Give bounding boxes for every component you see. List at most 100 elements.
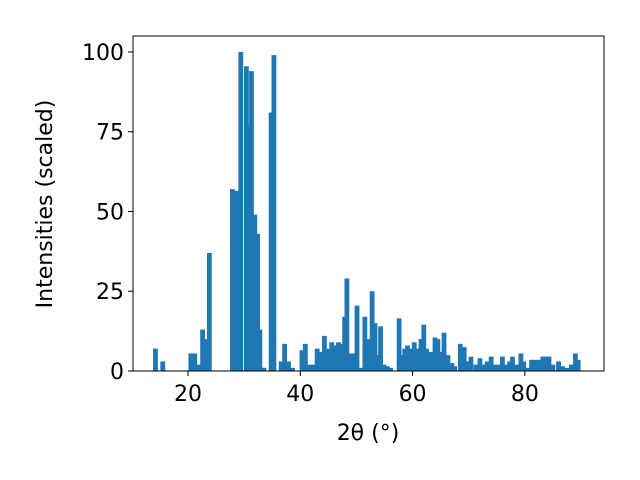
bar [348,353,354,371]
y-tick-label: 0 [110,360,124,385]
bar [286,361,291,371]
y-tick-label: 75 [96,121,124,146]
bar [369,291,375,371]
bar [428,351,433,371]
bar [540,356,546,371]
bar [329,342,335,371]
bar [238,51,244,371]
bar [396,318,402,371]
bar [572,353,578,371]
bar [405,345,410,371]
bar [282,343,287,371]
bar [529,359,534,371]
bar [302,343,308,371]
bar [362,316,368,371]
bar [257,329,263,371]
bar [233,190,239,371]
bar [384,366,390,371]
bar [314,348,320,371]
x-axis-label: 2θ (°) [337,421,400,446]
bar [249,71,254,371]
bar [441,332,447,371]
bar [365,339,371,371]
bar [407,348,413,371]
bar [525,367,531,371]
bar [322,335,327,371]
bar [468,356,474,371]
bar [457,343,463,371]
bar [375,355,381,371]
bar [536,359,542,371]
bar [481,364,487,371]
x-tick-label: 60 [399,382,427,407]
bar [518,353,524,371]
bar [318,351,323,371]
bar [452,366,458,371]
bar [560,366,565,371]
x-tick-label: 40 [286,382,314,407]
bar [546,356,552,371]
bar [556,361,561,371]
bar [261,367,267,371]
bar [492,364,498,371]
bar [255,233,261,371]
bar [445,355,451,371]
bar [188,353,194,371]
bar [521,361,527,371]
bar [336,342,341,371]
bar [418,339,424,371]
bar [532,359,538,371]
bar [461,347,467,371]
bar [388,367,394,371]
bar [206,252,212,371]
bar [344,278,350,371]
bar [507,361,513,371]
bar [299,350,305,371]
bar [229,189,235,371]
bar [160,361,166,371]
bar [435,339,441,371]
bar [196,364,202,371]
bar [449,363,455,371]
bar [503,364,509,371]
bar [378,326,383,371]
bar [473,364,479,371]
bar [510,356,515,371]
y-tick-label: 25 [96,280,124,305]
bar [569,364,574,371]
bar [203,339,209,371]
bar [290,367,295,371]
bar [421,324,427,371]
bar [339,343,345,371]
bar [399,355,405,371]
bar [332,345,338,371]
bar [351,353,357,371]
bar [372,323,378,371]
bar [402,348,408,371]
plot-frame [132,35,605,372]
bar [465,361,470,371]
bar [325,348,331,371]
bar [354,305,360,371]
bar [477,358,483,371]
bar [252,214,258,371]
bar [564,367,570,371]
bar [543,356,549,371]
bar [488,356,494,371]
bar [414,348,420,371]
bar [514,364,519,371]
bar [550,364,556,371]
x-tick-label: 80 [511,382,539,407]
bar [310,364,316,371]
bar [499,356,505,371]
bar [306,364,312,371]
y-tick-label: 50 [96,200,124,225]
bar [424,348,430,371]
bar [200,329,206,371]
bar [438,351,444,371]
bar [278,361,284,371]
bar [153,348,158,371]
bar [411,342,417,371]
bar [268,112,274,372]
